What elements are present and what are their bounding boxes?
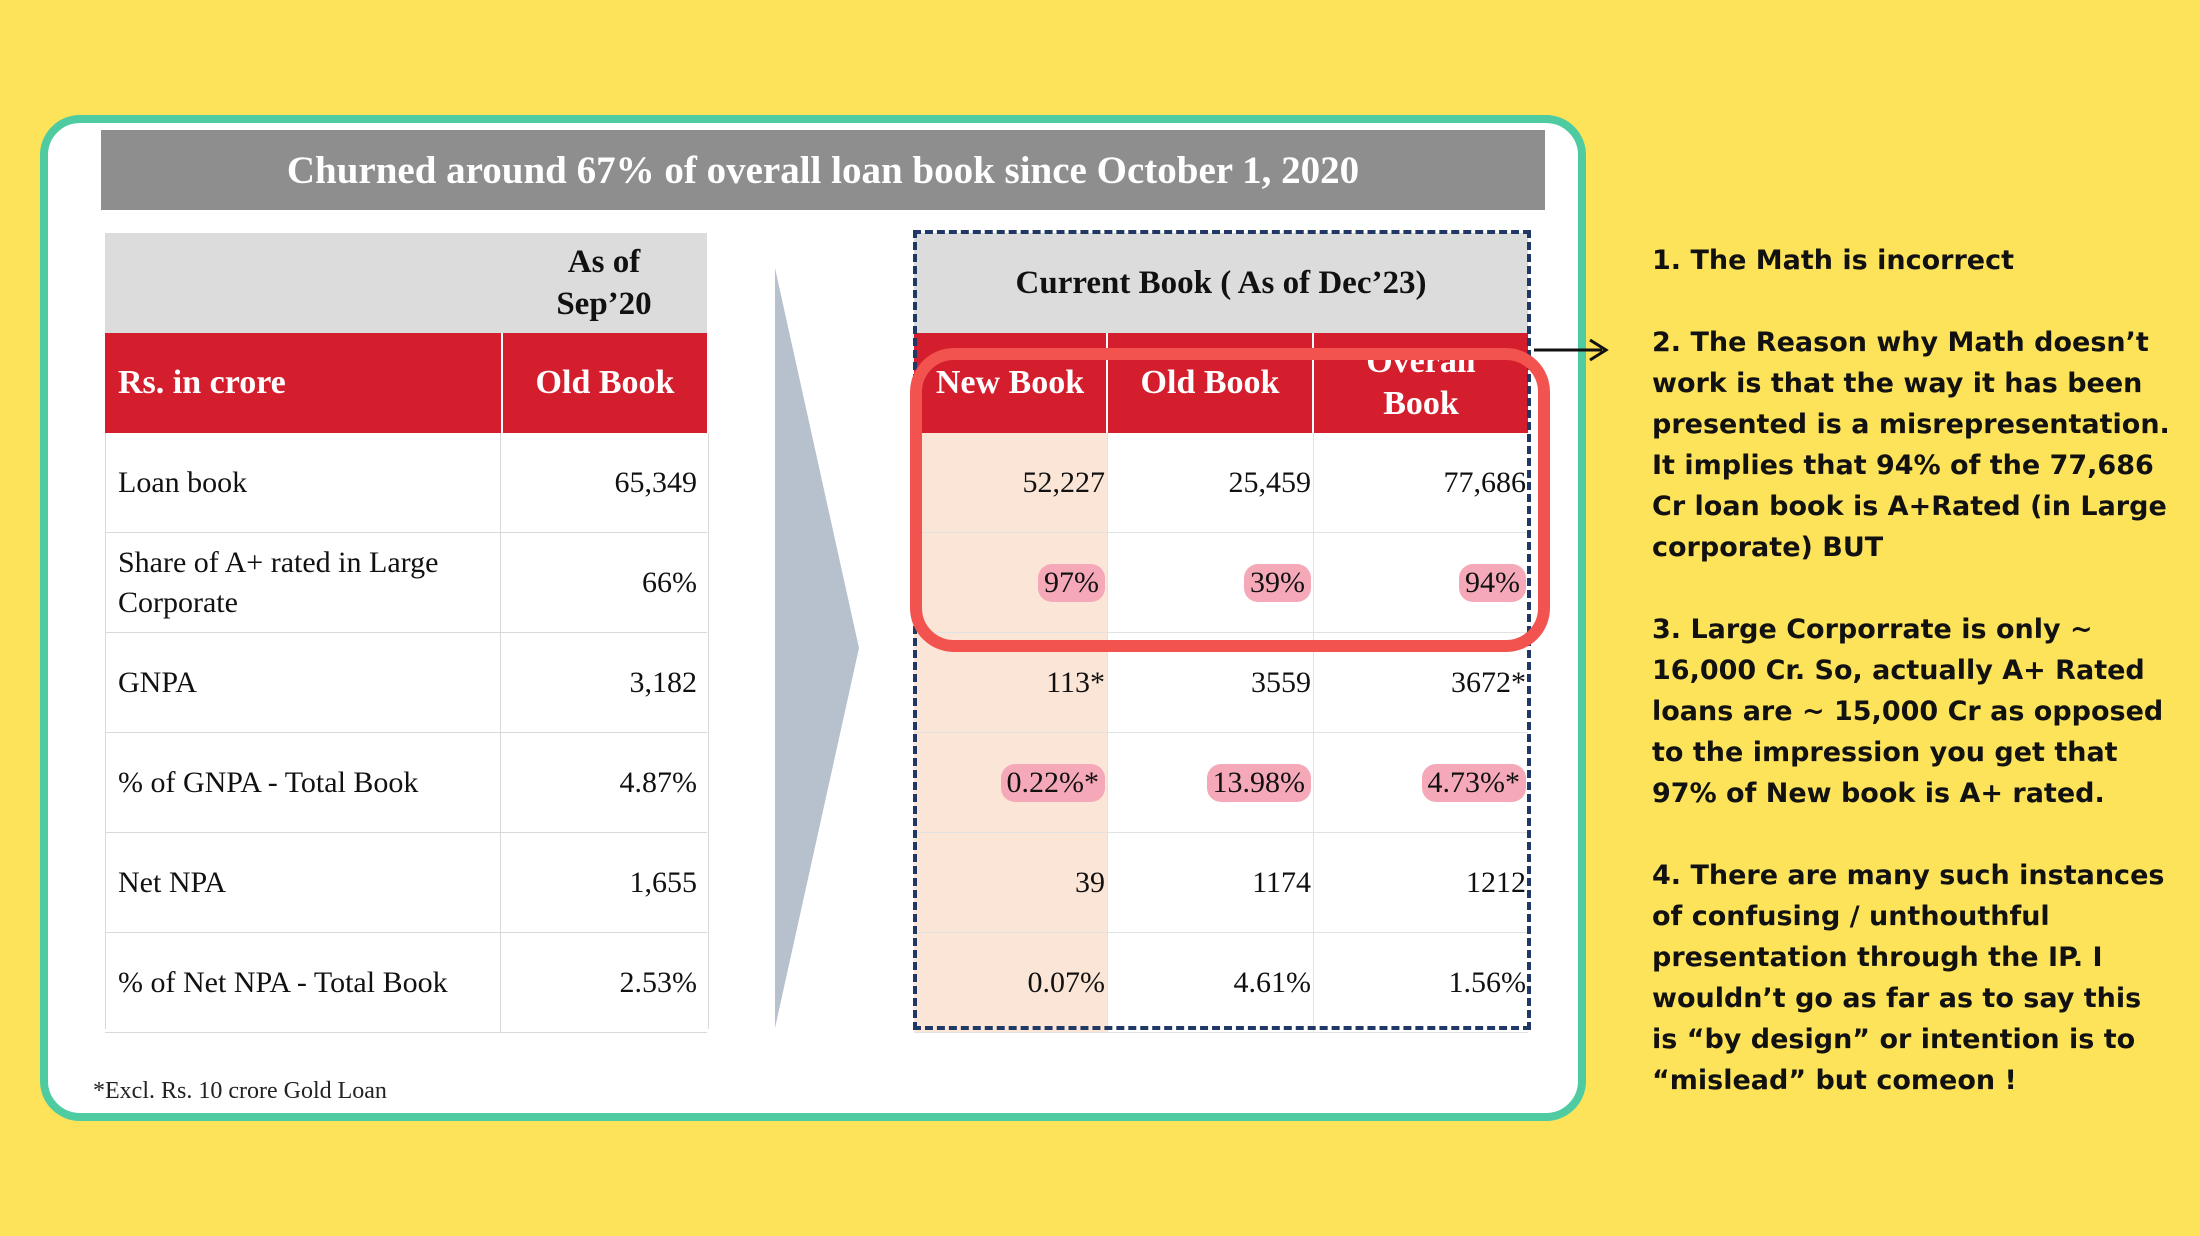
table-row: Loan book 65,349 [105,433,707,533]
cell-new-highlight: 97% [1038,563,1105,602]
chevron-right-arrow-icon [775,268,859,1028]
header-units: Rs. in crore [105,333,503,433]
row-label: Share of A+ rated in Large Corporate [105,533,502,632]
cell-overall: 77,686 [1443,465,1527,499]
slide-banner-title: Churned around 67% of overall loan book … [101,130,1545,210]
table-row: % of Net NPA - Total Book 2.53% [105,933,707,1033]
cell-old-highlight: 13.98% [1206,763,1311,802]
as-of-label: As of Sep’20 [501,233,707,333]
cell-overall: 1212 [1466,865,1526,899]
cell-new-highlight: 0.22%* [1000,763,1105,802]
table-row: 0.22%* 13.98% 4.73%* [914,733,1528,833]
note-item: 4. There are many such instances of conf… [1652,860,2165,1096]
cell-new: 52,227 [1022,465,1106,499]
left-table-as-of-row: As of Sep’20 [105,233,707,333]
row-label: GNPA [105,633,502,732]
cell-overall-highlight: 4.73%* [1421,763,1526,802]
row-label: Loan book [105,433,502,532]
left-table-header: Rs. in crore Old Book [105,333,707,433]
row-value: 3,182 [629,665,698,699]
row-value: 66% [642,565,697,599]
cell-overall: 3672* [1451,665,1526,699]
table-row: 113* 3559 3672* [914,633,1528,733]
row-value: 4.87% [619,765,698,799]
cell-new: 0.07% [1027,965,1106,999]
cell-overall: 1.56% [1448,965,1527,999]
table-row: Net NPA 1,655 [105,833,707,933]
arrow-right-icon [1534,338,1609,362]
footnote: *Excl. Rs. 10 crore Gold Loan [93,1078,387,1104]
header-old-book: Old Book [535,364,675,401]
annotation-notes: 1. The Math is incorrect 2. The Reason w… [1652,240,2172,1142]
row-label: Net NPA [105,833,502,932]
left-table: As of Sep’20 Rs. in crore Old Book Loan … [105,233,707,1033]
header-overall-line2: Book [1383,385,1459,422]
as-of-line2: Sep’20 [556,286,652,322]
header-overall-line1: Overall [1366,343,1476,380]
table-row: % of GNPA - Total Book 4.87% [105,733,707,833]
table-row: GNPA 3,182 [105,633,707,733]
right-table-header: New Book Old Book Overall Book [914,333,1528,433]
header-old-book: Old Book [1108,333,1314,433]
row-label: % of Net NPA - Total Book [105,933,502,1032]
row-label: % of GNPA - Total Book [105,733,502,832]
table-row: 52,227 25,459 77,686 [914,433,1528,533]
as-of-line1: As of [567,244,641,280]
cell-old: 25,459 [1228,465,1312,499]
note-item: 3. Large Corporrate is only ~ 16,000 Cr.… [1652,614,2164,809]
header-overall-book: Overall Book [1314,333,1528,433]
cell-overall-highlight: 94% [1459,563,1526,602]
header-new-book: New Book [914,333,1108,433]
note-item: 1. The Math is incorrect [1652,245,2015,276]
cell-old: 4.61% [1233,965,1312,999]
cell-old: 1174 [1252,865,1311,899]
row-value: 1,655 [629,865,698,899]
note-item: 2. The Reason why Math doesn’t work is t… [1652,327,2170,563]
cell-old: 3559 [1251,665,1311,699]
table-row: 39 1174 1212 [914,833,1528,933]
cell-old-highlight: 39% [1244,563,1311,602]
table-row: 97% 39% 94% [914,533,1528,633]
cell-new: 113* [1046,665,1105,699]
right-table-title: Current Book ( As of Dec’23) [914,233,1528,333]
slide-card: Churned around 67% of overall loan book … [40,115,1586,1121]
row-value: 2.53% [619,965,698,999]
cell-new: 39 [1075,865,1105,899]
table-row: 0.07% 4.61% 1.56% [914,933,1528,1033]
row-value: 65,349 [614,465,698,499]
right-table: Current Book ( As of Dec’23) New Book Ol… [914,233,1528,1033]
table-row: Share of A+ rated in Large Corporate 66% [105,533,707,633]
